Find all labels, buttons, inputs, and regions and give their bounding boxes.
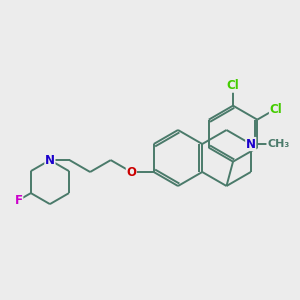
Text: N: N	[246, 137, 256, 151]
Text: Cl: Cl	[226, 79, 239, 92]
Text: F: F	[15, 194, 23, 207]
Text: CH₃: CH₃	[267, 139, 289, 149]
Text: O: O	[126, 166, 136, 178]
Text: Cl: Cl	[269, 103, 282, 116]
Text: N: N	[45, 154, 55, 166]
